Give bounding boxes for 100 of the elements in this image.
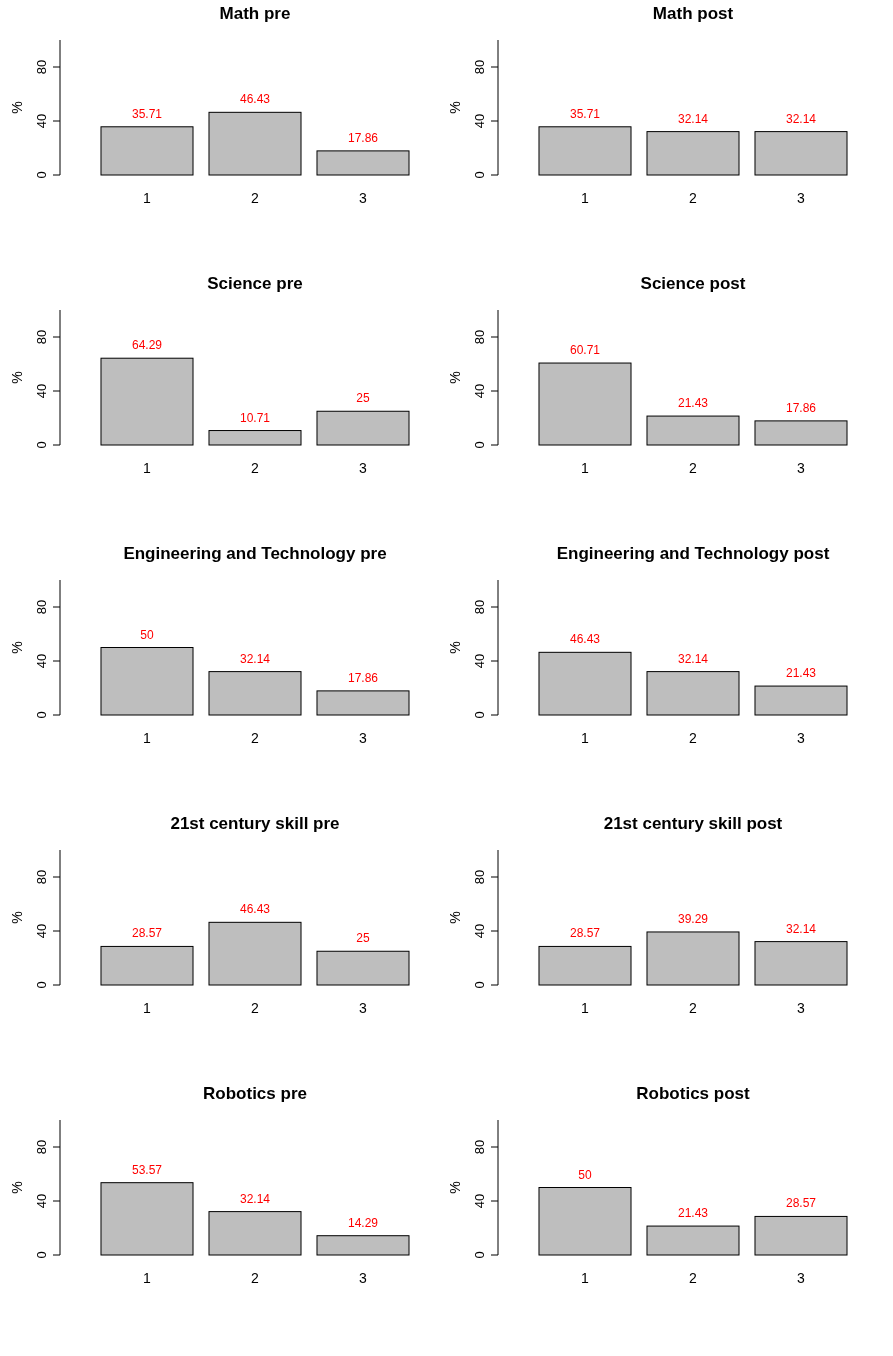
data-label: 46.43: [239, 92, 271, 107]
data-label: 50: [140, 627, 154, 642]
data-label: 32.14: [785, 111, 817, 126]
data-label: 32.14: [785, 921, 817, 936]
chart-title: 21st century skill post: [603, 814, 783, 833]
bar: [208, 111, 302, 176]
bar: [754, 941, 848, 986]
y-tick-label: 80: [472, 59, 487, 75]
bar: [208, 671, 302, 716]
y-tick-label: 80: [34, 59, 49, 75]
y-tick-label: 80: [472, 599, 487, 615]
data-label: 60.71: [569, 343, 601, 358]
x-tick-label: 2: [251, 1000, 260, 1016]
data-label: 17.86: [785, 400, 817, 415]
y-tick-label: 40: [472, 113, 487, 129]
data-label: 25: [356, 931, 370, 946]
y-tick-label: 0: [34, 171, 49, 179]
x-tick-label: 1: [143, 1270, 152, 1286]
y-axis-title: %: [9, 1181, 25, 1194]
x-tick-label: 1: [143, 190, 152, 206]
bar: [646, 931, 740, 986]
bar: [100, 945, 194, 986]
x-tick-label: 3: [797, 1270, 806, 1286]
y-tick-label: 0: [472, 711, 487, 719]
x-tick-label: 2: [689, 1000, 698, 1016]
bar: [754, 685, 848, 716]
y-tick-label: 40: [472, 653, 487, 669]
data-label: 50: [578, 1167, 592, 1182]
data-label: 14.29: [347, 1215, 379, 1230]
chart-title: Math post: [652, 4, 734, 23]
data-label: 46.43: [239, 902, 271, 917]
x-tick-label: 1: [143, 1000, 152, 1016]
y-tick-label: 80: [472, 869, 487, 885]
y-tick-label: 0: [34, 441, 49, 449]
chart-title: Robotics pre: [203, 1084, 307, 1103]
chart-title: Math pre: [219, 4, 291, 23]
y-axis-title: %: [9, 641, 25, 654]
data-label: 39.29: [677, 911, 709, 926]
y-tick-label: 0: [34, 711, 49, 719]
bar: [208, 430, 302, 446]
bar: [646, 671, 740, 716]
y-tick-label: 80: [34, 1139, 49, 1155]
bar: [538, 945, 632, 986]
x-tick-label: 3: [797, 730, 806, 746]
x-tick-label: 2: [251, 1270, 260, 1286]
y-tick-label: 40: [472, 923, 487, 939]
bar: [316, 690, 410, 716]
data-label: 35.71: [131, 106, 163, 121]
bar: [208, 921, 302, 986]
data-label: 28.57: [569, 926, 601, 941]
y-tick-label: 40: [34, 383, 49, 399]
bar: [100, 126, 194, 176]
data-label: 64.29: [131, 338, 163, 353]
y-axis-title: %: [447, 371, 463, 384]
bar: [316, 1235, 410, 1256]
y-tick-label: 40: [34, 113, 49, 129]
x-tick-label: 2: [251, 190, 260, 206]
data-label: 10.71: [239, 410, 271, 425]
x-tick-label: 3: [797, 460, 806, 476]
y-axis-title: %: [447, 101, 463, 114]
x-tick-label: 3: [359, 730, 368, 746]
x-tick-label: 3: [797, 190, 806, 206]
y-tick-label: 40: [34, 653, 49, 669]
chart-title: Engineering and Technology post: [556, 544, 830, 563]
y-tick-label: 40: [34, 1193, 49, 1209]
x-tick-label: 2: [251, 460, 260, 476]
y-tick-label: 80: [472, 329, 487, 345]
data-label: 25: [356, 391, 370, 406]
chart-title: 21st century skill pre: [170, 814, 340, 833]
bar: [646, 1225, 740, 1256]
bar: [100, 647, 194, 716]
bar: [316, 150, 410, 176]
x-tick-label: 3: [359, 1270, 368, 1286]
x-tick-label: 1: [581, 1270, 590, 1286]
data-label: 28.57: [131, 926, 163, 941]
y-tick-label: 0: [34, 981, 49, 989]
data-label: 32.14: [677, 651, 709, 666]
y-tick-label: 0: [472, 1251, 487, 1259]
x-tick-label: 2: [251, 730, 260, 746]
bar: [100, 1182, 194, 1256]
x-tick-label: 2: [689, 1270, 698, 1286]
chart-title: Science pre: [207, 274, 303, 293]
x-tick-label: 1: [581, 730, 590, 746]
chart-title: Robotics post: [636, 1084, 750, 1103]
bar: [538, 1187, 632, 1256]
bar: [316, 410, 410, 446]
y-tick-label: 0: [472, 441, 487, 449]
bar: [754, 420, 848, 446]
bar: [316, 950, 410, 986]
x-tick-label: 2: [689, 460, 698, 476]
x-tick-label: 1: [143, 460, 152, 476]
y-axis-title: %: [9, 101, 25, 114]
x-tick-label: 2: [689, 730, 698, 746]
y-tick-label: 80: [34, 869, 49, 885]
y-axis-title: %: [447, 641, 463, 654]
data-label: 35.71: [569, 106, 601, 121]
data-label: 28.57: [785, 1196, 817, 1211]
data-label: 32.14: [239, 651, 271, 666]
y-tick-label: 0: [472, 171, 487, 179]
y-tick-label: 0: [472, 981, 487, 989]
